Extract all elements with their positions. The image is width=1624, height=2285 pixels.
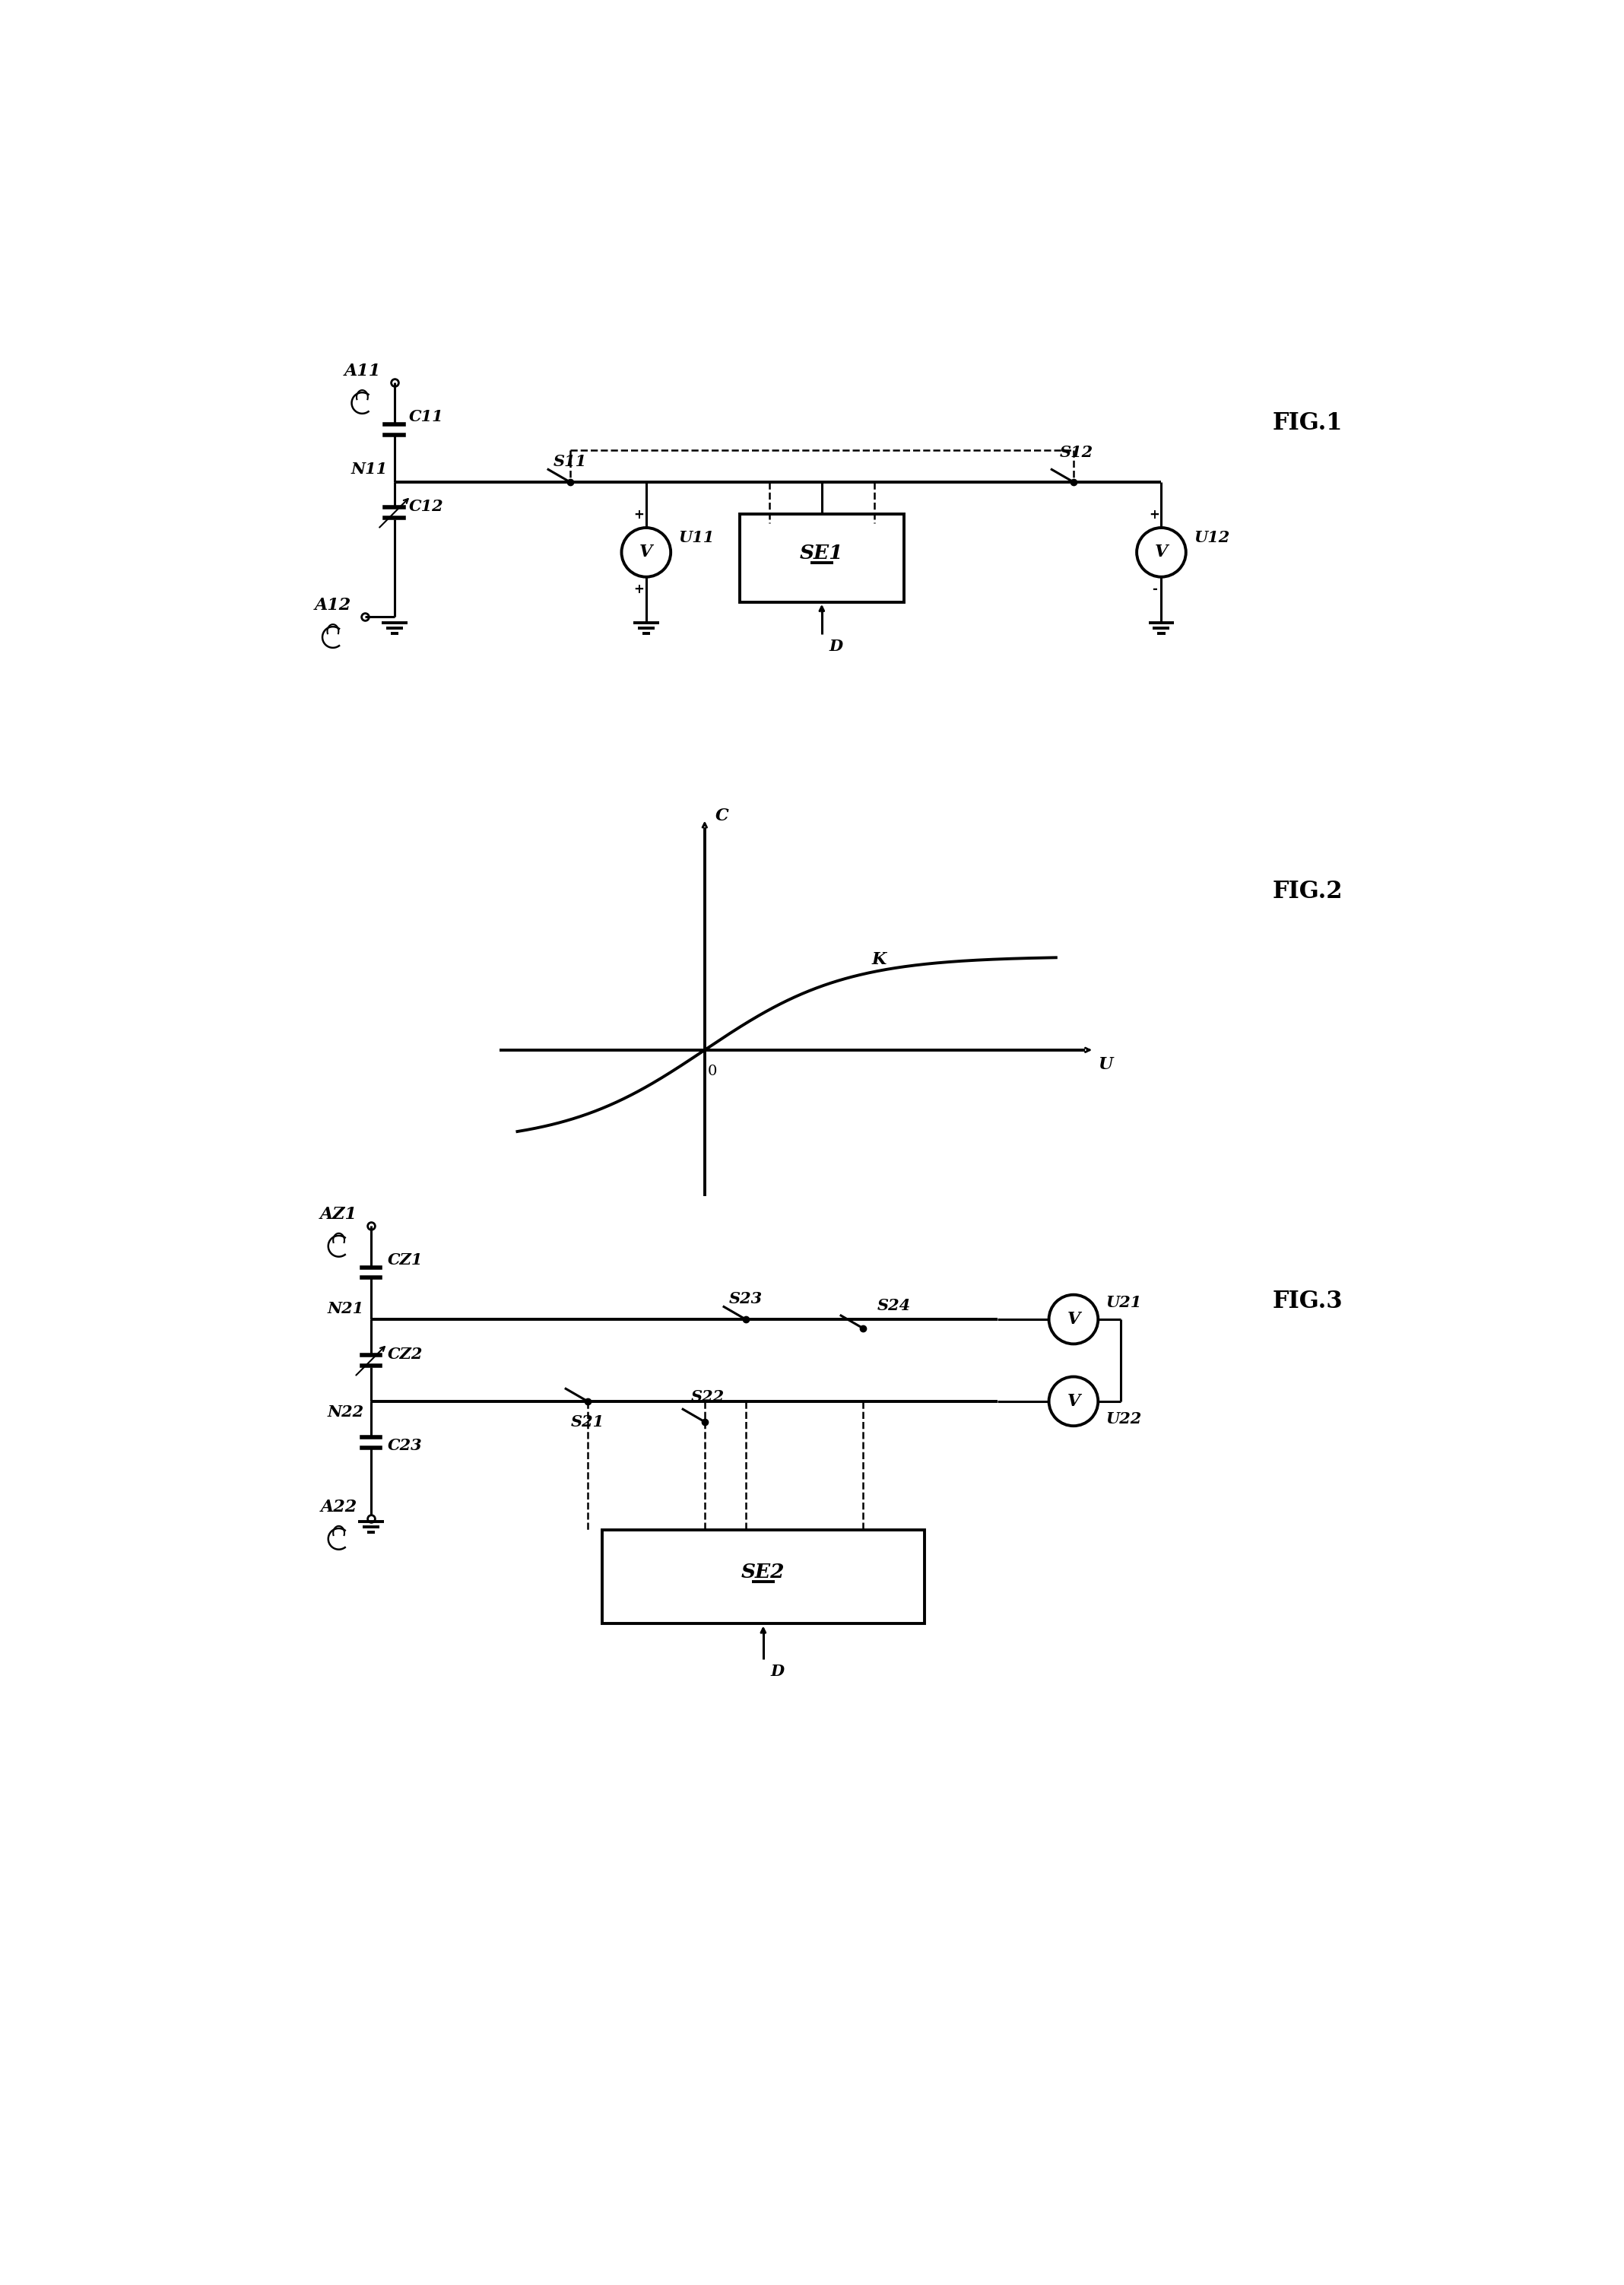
Text: FIG.3: FIG.3: [1273, 1291, 1343, 1314]
Text: S21: S21: [570, 1414, 604, 1430]
Text: SE2: SE2: [742, 1563, 784, 1581]
Text: S12: S12: [1059, 446, 1093, 459]
Text: A22: A22: [320, 1499, 357, 1515]
Text: C11: C11: [409, 409, 443, 425]
Text: V: V: [1067, 1312, 1080, 1328]
Text: N22: N22: [328, 1405, 364, 1419]
Text: C23: C23: [388, 1437, 422, 1453]
Text: A11: A11: [344, 363, 380, 379]
Text: S24: S24: [877, 1298, 911, 1314]
Text: AZ1: AZ1: [320, 1206, 357, 1222]
Text: U11: U11: [679, 530, 715, 546]
Text: C: C: [715, 807, 729, 825]
Text: U22: U22: [1106, 1412, 1142, 1426]
Text: +: +: [633, 583, 645, 596]
Text: C12: C12: [409, 498, 443, 514]
Text: 0: 0: [708, 1065, 718, 1079]
Text: S11: S11: [554, 455, 586, 468]
Text: U: U: [1098, 1056, 1112, 1072]
Text: K: K: [872, 951, 887, 969]
Text: V: V: [1155, 544, 1168, 560]
Text: N21: N21: [328, 1300, 364, 1316]
Text: A12: A12: [315, 596, 351, 615]
Text: N11: N11: [351, 462, 388, 478]
Text: D: D: [770, 1663, 784, 1679]
Text: CZ2: CZ2: [388, 1346, 422, 1362]
Text: +: +: [1150, 507, 1160, 521]
Text: CZ1: CZ1: [388, 1252, 422, 1268]
Text: D: D: [828, 638, 843, 654]
Text: V: V: [640, 544, 653, 560]
Text: U21: U21: [1106, 1296, 1142, 1312]
Text: FIG.1: FIG.1: [1273, 411, 1343, 434]
Text: U12: U12: [1194, 530, 1229, 546]
Text: S23: S23: [729, 1291, 762, 1307]
Text: V: V: [1067, 1394, 1080, 1410]
Text: S22: S22: [690, 1389, 724, 1405]
Text: +: +: [633, 507, 645, 521]
Bar: [741, 514, 903, 601]
Bar: [603, 1531, 924, 1625]
Text: FIG.2: FIG.2: [1273, 880, 1343, 903]
Text: SE1: SE1: [801, 544, 843, 562]
Text: -: -: [1151, 583, 1156, 596]
